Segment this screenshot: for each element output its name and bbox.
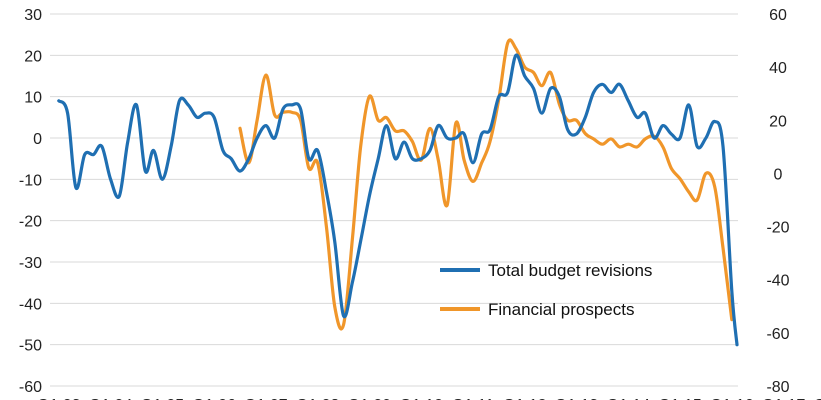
x-tick-label: Q1 17 <box>762 397 806 400</box>
left-tick-label: -20 <box>19 214 42 231</box>
x-tick-label: Q1 16 <box>710 397 754 400</box>
right-tick-label: -20 <box>766 220 789 237</box>
series-lines <box>57 38 739 347</box>
x-axis-tick-labels: Q1 03 Q1 04 Q1 05 Q1 06 Q1 07 Q1 08 Q1 09 Q1 10… <box>37 397 821 400</box>
x-tick-label: Q1 15 <box>658 397 702 400</box>
x-tick-label: Q1 09 <box>348 397 392 400</box>
right-tick-label: -60 <box>766 326 789 343</box>
right-tick-label: 0 <box>774 166 783 183</box>
x-tick-label: Q1 13 <box>555 397 599 400</box>
right-axis-tick-labels: 60 40 20 0 -20 -40 -60 -80 <box>766 7 789 396</box>
x-tick-label: Q1 11 <box>452 397 495 400</box>
left-tick-label: -60 <box>19 379 42 396</box>
left-tick-label: 10 <box>24 90 42 107</box>
x-tick-label: Q1 07 <box>244 397 288 400</box>
x-tick-label: Q1 12 <box>503 397 547 400</box>
x-tick-label: Q1 05 <box>141 397 185 400</box>
x-tick-label: Q1 03 <box>37 397 81 400</box>
left-tick-label: -30 <box>19 255 42 272</box>
x-tick-label: Q1 10 <box>399 397 443 400</box>
left-tick-label: -10 <box>19 172 42 189</box>
right-tick-label: 60 <box>769 7 787 24</box>
right-tick-label: -40 <box>766 273 789 290</box>
right-tick-label: 20 <box>769 113 787 130</box>
left-tick-label: -40 <box>19 296 42 313</box>
x-tick-label: Q1 14 <box>606 397 650 400</box>
x-tick-label: Q1 04 <box>89 397 133 400</box>
left-tick-label: 0 <box>33 131 42 148</box>
legend-label-financial-prospects: Financial prospects <box>488 300 634 319</box>
legend: Total budget revisions Financial prospec… <box>440 261 652 319</box>
left-tick-label: -50 <box>19 338 42 355</box>
series-line-total-budget-revisions <box>57 53 739 347</box>
x-tick-label: Q1 08 <box>296 397 340 400</box>
left-tick-label: 20 <box>24 48 42 65</box>
x-tick-label: Q1 18 <box>814 397 821 400</box>
series-line-financial-prospects <box>238 38 734 331</box>
gridlines <box>50 13 738 387</box>
right-tick-label: 40 <box>769 60 787 77</box>
x-tick-label: Q1 06 <box>192 397 236 400</box>
right-tick-label: -80 <box>766 379 789 396</box>
left-tick-label: 30 <box>24 7 42 24</box>
legend-label-total-budget-revisions: Total budget revisions <box>488 261 652 280</box>
left-axis-tick-labels: 30 20 10 0 -10 -20 -30 -40 -50 -60 <box>19 7 42 396</box>
